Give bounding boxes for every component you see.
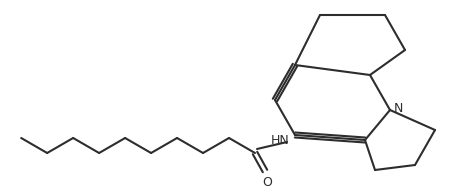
Text: O: O	[262, 176, 272, 189]
Text: N: N	[393, 102, 402, 114]
Text: HN: HN	[271, 134, 290, 146]
